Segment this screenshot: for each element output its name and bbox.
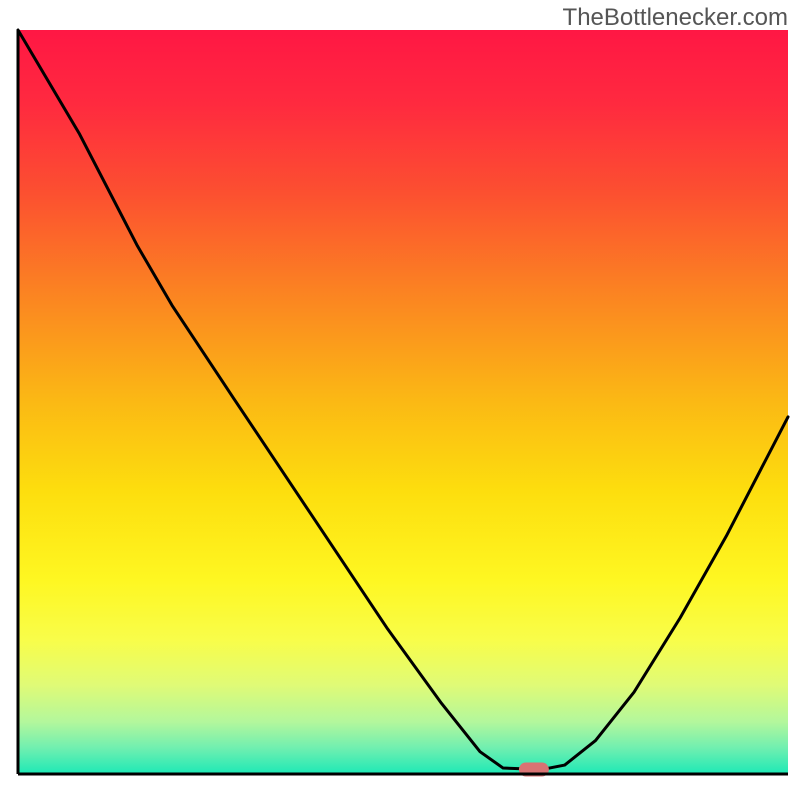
bottleneck-chart bbox=[0, 0, 800, 800]
watermark-text: TheBottlenecker.com bbox=[563, 4, 788, 32]
chart-container: TheBottlenecker.com bbox=[0, 0, 800, 800]
chart-background bbox=[18, 30, 788, 774]
